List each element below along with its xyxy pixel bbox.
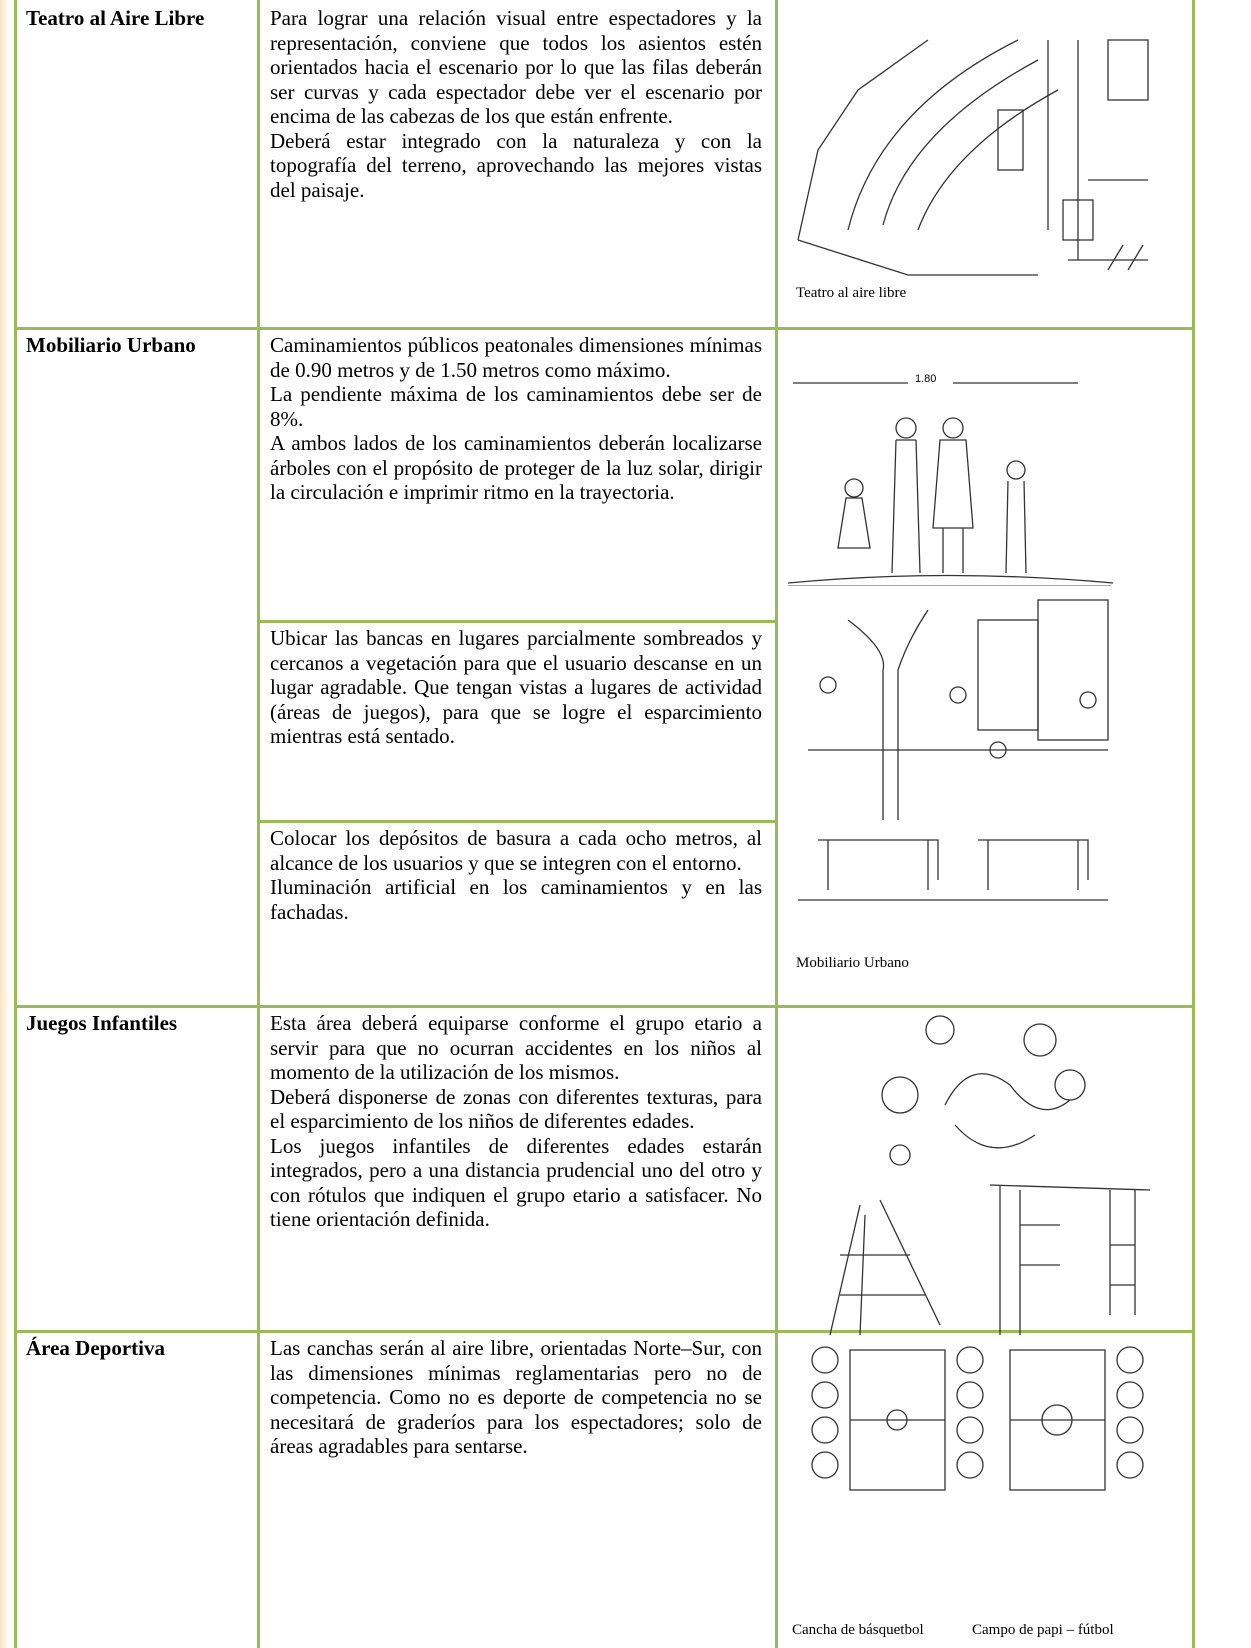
border-vertical [14,0,17,1648]
text-cell: Las canchas serán al aire libre, orienta… [270,1336,762,1459]
image-caption: Mobiliario Urbano [796,955,909,971]
border-horizontal [14,1005,1195,1008]
text-cell: Esta área deberá equiparse conforme el g… [270,1011,762,1232]
divider [788,585,1111,586]
paragraph: Ubicar las bancas en lugares parcialment… [270,626,762,748]
border-horizontal [14,327,1195,330]
text-cell: Caminamientos públicos peatonales dimens… [270,333,762,505]
cell-border [257,620,775,623]
theatre-drawing [797,39,1149,276]
border-horizontal [14,1330,1195,1333]
paragraph: Esta área deberá equiparse conforme el g… [270,1011,762,1084]
row-label: Mobiliario Urbano [26,333,196,357]
row-label: Teatro al Aire Libre [26,6,205,30]
row-label: Juegos Infantiles [26,1011,178,1035]
paragraph: Iluminación artificial en los caminamien… [270,875,762,924]
paragraph: Los juegos infantiles de diferentes edad… [270,1133,762,1232]
dimension-label: 1.80 [915,373,937,385]
courts-drawing [811,1346,1144,1491]
row-label: Área Deportiva [26,1336,165,1360]
paragraph: Deberá estar integrado con la naturaleza… [270,128,762,202]
image-caption: Campo de papi – fútbol [972,1622,1114,1638]
image-caption: Teatro al aire libre [796,285,907,301]
paragraph: Para lograr una relación visual entre es… [270,6,762,128]
text-cell: Colocar los depósitos de basura a cada o… [270,826,762,924]
paragraph: Deberá disponerse de zonas con diferente… [270,1084,762,1134]
people-drawing [788,382,1114,584]
text-cell: Para lograr una relación visual entre es… [270,6,762,202]
paragraph: Las canchas serán al aire libre, orienta… [270,1336,762,1458]
text-cell: Ubicar las bancas en lugares parcialment… [270,626,762,749]
margin-decoration [0,0,10,1648]
image-caption: Cancha de básquetbol [792,1622,924,1638]
paragraph: La pendiente máxima de los caminamientos… [270,382,762,431]
paragraph: A ambos lados de los caminamientos deber… [270,431,762,504]
plaza-drawing [798,599,1109,901]
border-vertical [775,0,778,1648]
border-vertical [1192,0,1195,1648]
border-vertical [257,0,260,1648]
playground-drawing [829,1015,1151,1335]
paragraph: Colocar los depósitos de basura a cada o… [270,826,762,875]
paragraph: Caminamientos públicos peatonales dimens… [270,333,762,382]
cell-border [257,820,775,823]
